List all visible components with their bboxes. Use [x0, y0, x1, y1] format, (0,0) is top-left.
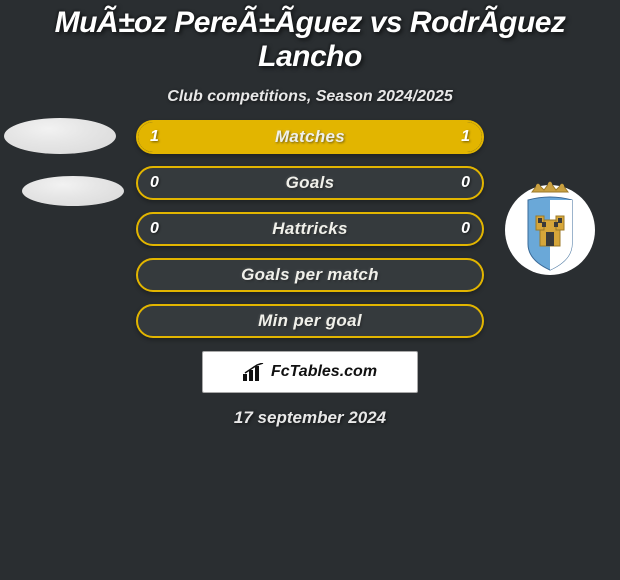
club-crest-right [500, 176, 600, 276]
stat-label: Goals per match [138, 265, 482, 285]
blob-shape [4, 118, 116, 154]
stat-label: Min per goal [138, 311, 482, 331]
stat-row: 00Goals [136, 166, 484, 200]
fctables-logo: FcTables.com [202, 351, 418, 393]
comparison-bars: 11Matches 00Goals 00Hattricks Goals per mat… [136, 120, 484, 350]
stat-label: Goals [138, 173, 482, 193]
stat-row: 11Matches [136, 120, 484, 154]
stat-label: Matches [138, 127, 482, 147]
logo-text: FcTables.com [271, 363, 377, 381]
page-title: MuÃ±oz PereÃ±Ãguez vs RodrÃ­guez Lancho [0, 0, 620, 74]
bars-icon [243, 363, 265, 381]
stat-label: Hattricks [138, 219, 482, 239]
player-left-placeholder [0, 118, 124, 206]
stat-row: Goals per match [136, 258, 484, 292]
blob-shape [22, 176, 124, 206]
stat-row: 00Hattricks [136, 212, 484, 246]
stat-row: Min per goal [136, 304, 484, 338]
date-label: 17 september 2024 [0, 408, 620, 428]
subtitle: Club competitions, Season 2024/2025 [0, 88, 620, 106]
